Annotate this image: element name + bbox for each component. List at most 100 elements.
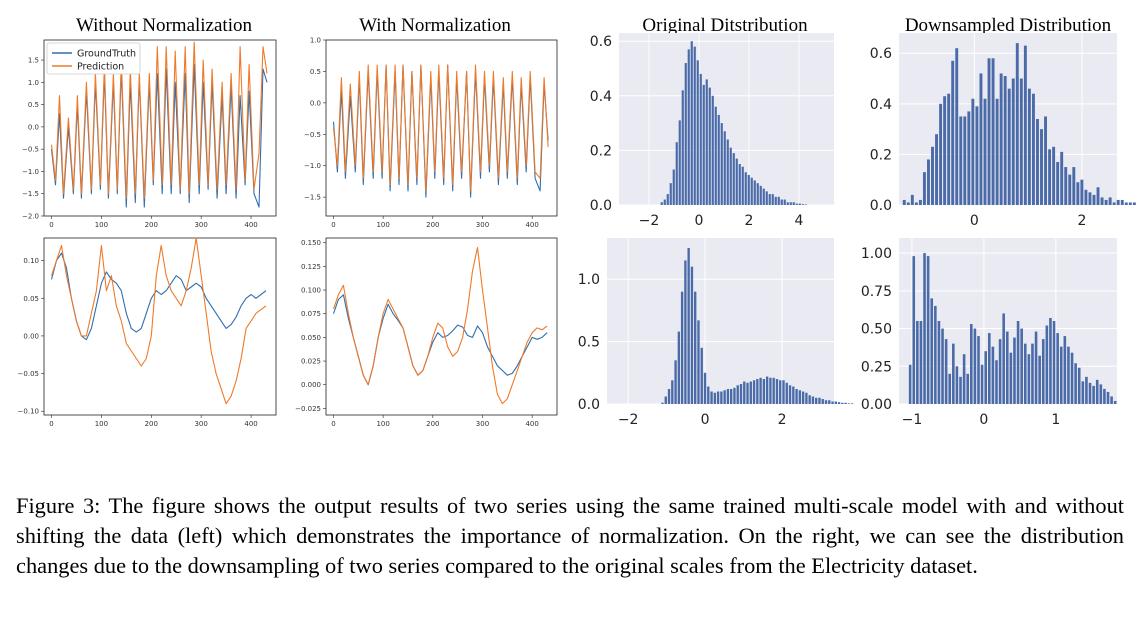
histogram-bar xyxy=(699,73,702,205)
histogram-bar xyxy=(1016,321,1020,404)
y-tick-label: 1.0 xyxy=(578,272,600,288)
histogram-bar xyxy=(1116,199,1120,205)
histogram-bar xyxy=(782,380,785,404)
histogram-bar xyxy=(841,402,844,404)
histogram-bar xyxy=(1048,149,1052,205)
x-tick-label: 200 xyxy=(145,420,158,428)
histogram-bar xyxy=(991,58,995,205)
histogram-bar xyxy=(1081,381,1085,404)
histogram-bar xyxy=(837,402,841,404)
chart-panel-6: 0 100 200 300 400 −0.025 0.000 0.025 0.050 0.075 0… xyxy=(295,237,558,428)
histogram-bar xyxy=(789,202,792,205)
histogram-bar xyxy=(834,401,837,404)
histogram-bar xyxy=(1040,129,1043,205)
x-tick-label: 400 xyxy=(525,221,538,229)
y-tick-label: −1.5 xyxy=(22,190,39,198)
histogram-bar xyxy=(959,116,963,205)
histogram-bar xyxy=(977,336,980,404)
y-tick-label: −0.05 xyxy=(18,370,39,378)
histogram-bar xyxy=(795,389,798,404)
histogram-bar xyxy=(948,373,952,404)
histogram-bar xyxy=(1103,388,1106,404)
x-tick-label: 100 xyxy=(376,221,389,229)
histogram-bar xyxy=(720,123,723,205)
histogram-bar xyxy=(798,203,801,205)
chart-panel-8: −1 0 1 0.00 0.25 0.50 0.75 1.00 xyxy=(861,238,1117,428)
histogram-bar xyxy=(729,147,732,205)
histogram-bar xyxy=(988,333,991,404)
histogram-bar xyxy=(1113,400,1117,404)
y-tick-label: 0.05 xyxy=(23,295,39,303)
chart-panel-4: 0 2 0.0 0.2 0.4 0.6 xyxy=(870,33,1136,229)
histogram-bar xyxy=(733,387,736,404)
y-tick-label: 0.25 xyxy=(861,359,892,375)
histogram-bar xyxy=(769,377,772,404)
histogram-bar xyxy=(795,203,798,205)
y-tick-label: −2.0 xyxy=(22,213,39,221)
prediction-line xyxy=(332,246,548,405)
y-tick-label: 0.00 xyxy=(23,332,39,340)
histogram-bar xyxy=(1128,202,1132,205)
histogram-bar xyxy=(1038,355,1041,404)
x-tick-label: 0 xyxy=(979,412,988,428)
histogram-bar xyxy=(927,159,930,205)
histogram-bar xyxy=(955,366,959,404)
prediction-line xyxy=(332,64,549,192)
x-tick-label: −2 xyxy=(618,412,639,428)
histogram-bar xyxy=(1092,385,1095,404)
histogram-bar xyxy=(663,199,666,205)
prediction-line xyxy=(50,41,268,199)
histogram-bar xyxy=(786,202,789,205)
y-tick-label: 0.0 xyxy=(310,99,321,107)
histogram-bar xyxy=(1034,331,1038,404)
histogram-bar xyxy=(947,93,951,205)
histogram-bar xyxy=(1067,346,1070,404)
histogram-bar xyxy=(756,379,759,404)
histogram-bar xyxy=(762,379,766,404)
histogram-bar xyxy=(743,381,746,404)
histogram-bar xyxy=(738,164,741,205)
histogram-bar xyxy=(677,331,681,404)
histogram-bar xyxy=(741,166,744,205)
histogram-bar xyxy=(732,153,735,205)
histogram-bar xyxy=(805,392,808,404)
y-tick-label: 1.00 xyxy=(861,246,892,262)
histogram-bar xyxy=(991,346,995,404)
histogram-bar xyxy=(696,60,699,205)
histogram-bar xyxy=(798,390,802,404)
x-tick-label: 300 xyxy=(194,420,207,428)
histogram-bar xyxy=(768,194,771,205)
histogram-bar xyxy=(753,180,756,205)
histogram-bar xyxy=(1052,146,1056,205)
histogram-bar xyxy=(779,380,782,404)
histogram-bar xyxy=(1007,88,1011,205)
histogram-bar xyxy=(801,391,805,404)
histogram-bar xyxy=(926,256,930,404)
y-tick-label: −0.5 xyxy=(304,131,321,139)
histogram-bar xyxy=(667,389,671,404)
y-tick-label: −1.5 xyxy=(304,194,321,202)
histogram-bar xyxy=(707,386,710,404)
histogram-bar xyxy=(1110,396,1113,404)
histogram-bar xyxy=(923,253,926,404)
x-tick-label: 100 xyxy=(95,420,108,428)
histogram-bar xyxy=(818,397,821,404)
histogram-bar xyxy=(1106,391,1110,404)
histogram-bar xyxy=(1013,337,1016,404)
x-tick-label: 0 xyxy=(701,412,710,428)
histogram-bar xyxy=(1003,76,1007,205)
histogram-bar xyxy=(792,202,795,205)
x-tick-label: 400 xyxy=(244,420,257,428)
histogram-bar xyxy=(1023,343,1027,404)
histogram-bar xyxy=(962,354,966,404)
histogram-bar xyxy=(935,134,938,205)
y-tick-label: 0.6 xyxy=(590,34,612,50)
histogram-bar xyxy=(1031,93,1035,205)
histogram-bar xyxy=(710,391,713,404)
histogram-bar xyxy=(902,199,906,205)
histogram-bar xyxy=(775,379,779,404)
histogram-bar xyxy=(975,106,979,205)
x-tick-label: 1 xyxy=(1051,412,1060,428)
y-tick-label: −0.10 xyxy=(18,408,39,416)
histogram-bar xyxy=(979,73,983,205)
